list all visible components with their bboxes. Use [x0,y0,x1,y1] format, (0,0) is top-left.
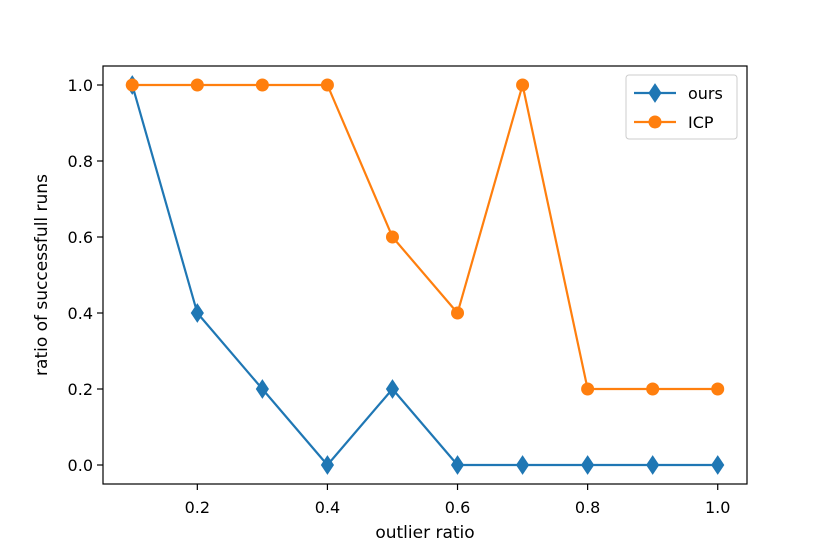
x-tick-label: 0.2 [185,498,210,517]
legend-marker [648,83,662,103]
data-point [190,78,204,92]
data-point [320,78,334,92]
series-line [131,84,718,467]
x-tick-label: 0.4 [315,498,340,517]
data-point [385,230,399,244]
x-tick-label: 0.6 [445,498,470,517]
data-point [515,455,530,475]
x-tick-label: 0.8 [575,498,600,517]
legend-item: ours [634,83,723,103]
y-tick-label: 1.0 [68,76,93,95]
data-point [451,306,465,320]
y-tick-label: 0.0 [68,456,93,475]
legend-label: ours [688,84,723,103]
legend-marker [648,115,662,129]
data-point [385,379,400,399]
legend-item: ICP [634,113,714,132]
series-layer [125,75,725,475]
y-tick-label: 0.8 [68,152,93,171]
data-point [190,303,204,323]
data-point [646,382,660,396]
data-point [450,455,465,475]
legend: ours ICP [625,74,738,140]
y-tick-label: 0.6 [68,228,93,247]
x-axis: 0.2 0.4 0.6 0.8 1.0 [185,484,730,517]
data-point [255,78,269,92]
data-point [646,455,660,475]
plot-frame [102,65,748,485]
y-axis: 0.0 0.2 0.4 0.6 0.8 1.0 [68,76,103,475]
data-point [255,379,269,399]
data-point [711,382,725,396]
y-tick-label: 0.4 [68,304,93,323]
data-point [581,382,595,396]
data-point [320,455,335,475]
series-ICP [125,78,725,396]
legend-label: ICP [688,113,714,132]
x-tick-label: 1.0 [705,498,730,517]
series-line [132,83,718,391]
data-point [125,78,139,92]
data-point [516,78,530,92]
data-point [581,455,595,475]
y-tick-label: 0.2 [68,380,93,399]
x-axis-title: outlier ratio [375,523,474,543]
y-axis-title: ratio of successfull runs [32,174,52,376]
data-point [711,455,725,475]
